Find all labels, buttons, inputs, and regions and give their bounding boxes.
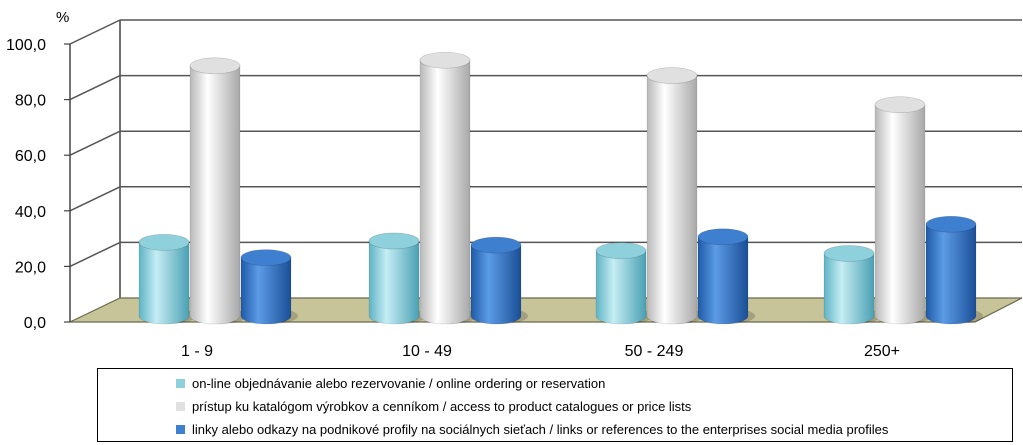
legend-label: prístup ku katalógom výrobkov a cenníkom… bbox=[192, 398, 692, 414]
bar bbox=[240, 249, 298, 325]
legend-swatch bbox=[176, 401, 185, 411]
y-axis-unit-label: % bbox=[56, 9, 69, 26]
bar bbox=[697, 228, 755, 325]
bar bbox=[419, 51, 477, 325]
legend-swatch bbox=[176, 424, 185, 434]
x-tick-label: 10 - 49 bbox=[402, 343, 452, 360]
bar-chart: 0,0 20,0 40,0 60,0 80,0 100,0 1 - 9 10 - 49 50 … bbox=[6, 9, 1023, 360]
bars-layer bbox=[138, 51, 983, 325]
bar bbox=[368, 232, 426, 325]
legend-swatch bbox=[176, 378, 185, 388]
x-tick-label: 250+ bbox=[864, 343, 900, 360]
gridline-side bbox=[69, 19, 121, 45]
bar bbox=[823, 245, 881, 325]
gridline-side bbox=[69, 186, 121, 212]
legend-item-product-catalogues: prístup ku katalógom výrobkov a cenníkom… bbox=[176, 396, 691, 416]
y-tick-label: 20,0 bbox=[15, 259, 46, 276]
y-tick-label: 100,0 bbox=[6, 37, 46, 54]
x-tick-label: 1 - 9 bbox=[181, 343, 213, 360]
bar bbox=[470, 236, 528, 325]
gridline-side bbox=[69, 74, 121, 101]
x-tick-label: 50 - 249 bbox=[625, 343, 684, 360]
bar bbox=[646, 67, 704, 325]
bar bbox=[595, 242, 653, 325]
bar bbox=[189, 57, 247, 325]
chart-legend: on-line objednávanie alebo rezervovanie … bbox=[97, 368, 1013, 442]
bar bbox=[138, 234, 196, 325]
y-axis: 0,0 20,0 40,0 60,0 80,0 100,0 bbox=[6, 37, 71, 332]
y-tick-label: 40,0 bbox=[15, 204, 46, 221]
grid-layer bbox=[69, 19, 1023, 323]
y-tick-label: 60,0 bbox=[15, 148, 46, 165]
legend-label: linky alebo odkazy na podnikové profily … bbox=[192, 421, 889, 437]
legend-label: on-line objednávanie alebo rezervovanie … bbox=[192, 375, 606, 391]
y-tick-label: 0,0 bbox=[24, 315, 46, 332]
bar bbox=[874, 96, 932, 325]
x-axis: 1 - 9 10 - 49 50 - 249 250+ bbox=[181, 343, 900, 360]
gridline-side bbox=[69, 130, 121, 156]
legend-item-social-media-links: linky alebo odkazy na podnikové profily … bbox=[176, 419, 888, 439]
gridline-side bbox=[69, 241, 121, 268]
y-tick-label: 80,0 bbox=[15, 93, 46, 110]
legend-item-online-ordering: on-line objednávanie alebo rezervovanie … bbox=[176, 373, 605, 393]
bar bbox=[925, 215, 983, 325]
